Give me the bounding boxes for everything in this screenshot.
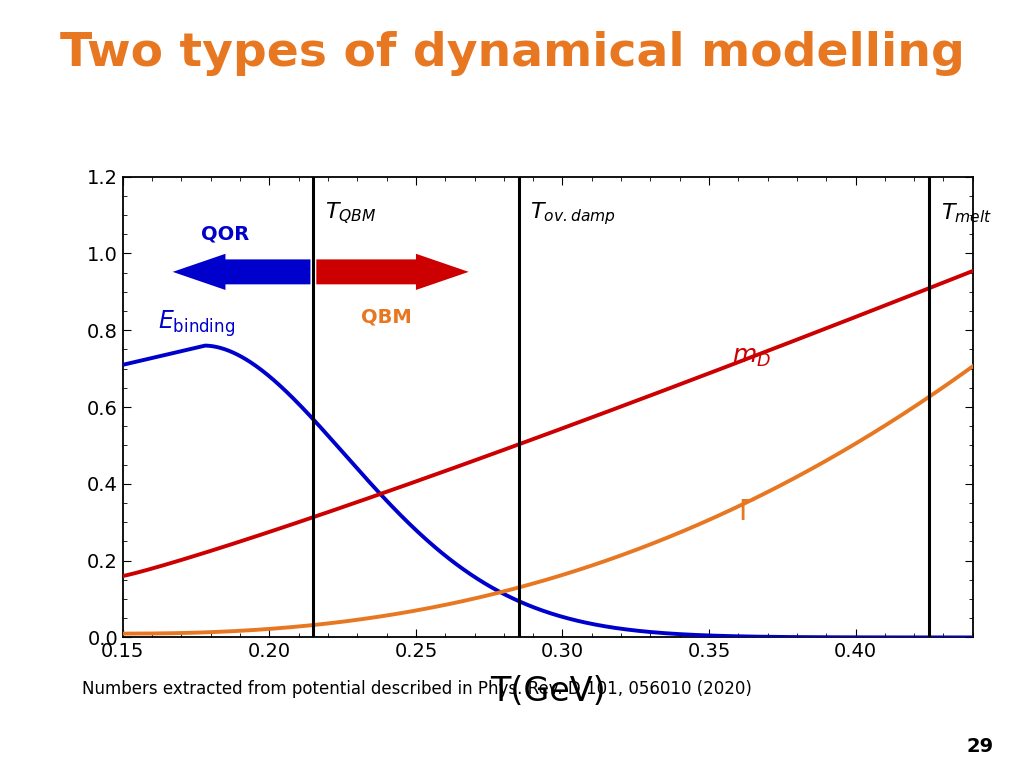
Text: Two types of dynamical modelling: Two types of dynamical modelling: [59, 31, 965, 76]
Text: QOR: QOR: [202, 225, 250, 244]
Text: 29: 29: [967, 737, 993, 756]
Text: $T_{\mathregular{QBM}}$: $T_{\mathregular{QBM}}$: [325, 200, 377, 226]
Text: Numbers extracted from potential described in Phys. Rev. D 101, 056010 (2020): Numbers extracted from potential describ…: [82, 680, 752, 697]
Text: $T_{\mathregular{ov. damp}}$: $T_{\mathregular{ov. damp}}$: [530, 200, 616, 227]
Text: $T_{\mathregular{melt}}$: $T_{\mathregular{melt}}$: [941, 201, 992, 225]
FancyArrow shape: [316, 253, 469, 290]
Text: QBM: QBM: [361, 307, 412, 326]
Text: $E_{\rm binding}$: $E_{\rm binding}$: [158, 308, 236, 339]
FancyArrow shape: [173, 253, 310, 290]
Text: $\Gamma$: $\Gamma$: [738, 498, 756, 526]
X-axis label: T(GeV): T(GeV): [490, 675, 605, 708]
Text: $m_D$: $m_D$: [732, 345, 771, 369]
